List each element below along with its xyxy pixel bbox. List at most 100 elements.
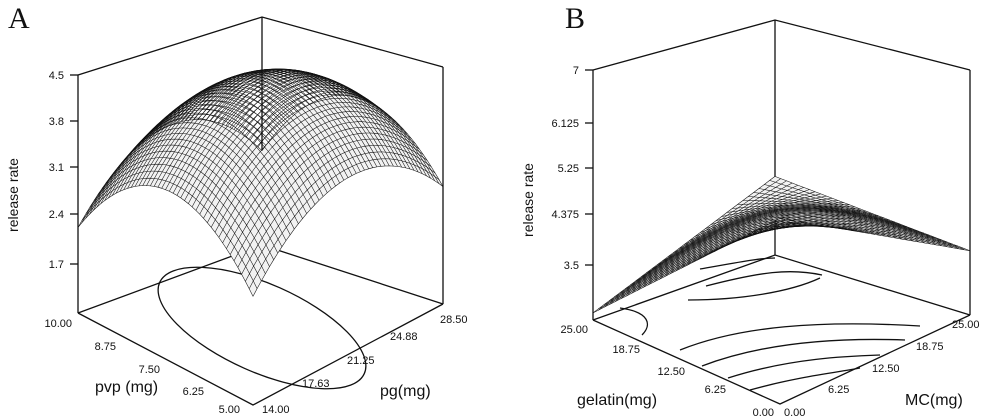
surface-mesh-line xyxy=(77,185,254,297)
surface-mesh-line xyxy=(764,184,959,250)
surface-mesh-line xyxy=(93,157,270,267)
surface-mesh-line xyxy=(748,196,943,247)
surface-mesh-line xyxy=(149,89,328,193)
panel-b-letter: B xyxy=(565,2,585,35)
surface-mesh-line xyxy=(109,133,287,241)
panel-b-contours xyxy=(619,257,921,391)
panel-b-x-tick: 0.00 xyxy=(784,407,805,419)
surface-mesh-line xyxy=(249,85,431,179)
panel-b: B 7 6.125 xyxy=(520,2,980,419)
surface-mesh-line xyxy=(705,209,898,239)
panel-a-y-tick: 24.88 xyxy=(390,331,418,343)
panel-b-z-tick: 4.375 xyxy=(551,209,579,221)
panel-b-y-axis: 25.00 18.75 12.50 6.25 0.00 gelatin(mg) xyxy=(560,324,774,419)
panel-a-x-tick: 10.00 xyxy=(44,318,72,330)
panel-a-x-axis: 10.00 8.75 7.50 6.25 5.00 pvp (mg) xyxy=(44,318,240,416)
surface-mesh-line xyxy=(716,207,909,241)
surface-mesh-line xyxy=(635,225,825,282)
surface-mesh-line xyxy=(657,221,848,265)
panel-b-z-axis: 7 6.125 5.25 4.375 3.5 release rate xyxy=(520,65,593,272)
panel-a-y-tick: 21.25 xyxy=(347,355,375,367)
surface-mesh-line xyxy=(592,218,781,314)
panel-a: A 4.5 3.8 3.1 2.4 1.7 release rate xyxy=(5,2,468,416)
surface-mesh-line xyxy=(237,77,419,173)
surface-mesh-line xyxy=(769,180,965,251)
surface-mesh-line xyxy=(177,73,357,174)
panel-a-y-tick: 28.50 xyxy=(440,314,468,326)
panel-a-z-axis: 4.5 3.8 3.1 2.4 1.7 release rate xyxy=(5,70,78,271)
surface-mesh-line xyxy=(700,210,892,238)
panel-a-surface xyxy=(77,68,444,297)
surface-mesh-line xyxy=(165,78,345,181)
surface-mesh-line xyxy=(726,206,920,243)
surface-mesh-line xyxy=(233,76,415,171)
surface-mesh-line xyxy=(646,224,836,273)
surface-mesh-line xyxy=(662,220,853,261)
panel-b-z-tick: 7 xyxy=(573,65,579,77)
surface-mesh-line xyxy=(732,204,926,244)
surface-mesh-line xyxy=(678,215,870,249)
panel-b-x-axis: 0.00 6.25 12.50 18.75 25.00 MC(mg) xyxy=(784,319,980,419)
surface-mesh-line xyxy=(101,144,279,254)
surface-mesh-line xyxy=(742,200,937,246)
panel-b-x-tick: 6.25 xyxy=(828,384,849,396)
surface-mesh-line xyxy=(683,214,876,245)
surface-mesh-line xyxy=(673,216,864,253)
panel-b-y-tick: 6.25 xyxy=(705,384,726,396)
panel-a-x-label: pvp (mg) xyxy=(95,379,158,396)
surface-mesh-line xyxy=(189,69,369,169)
panel-a-y-label: pg(mg) xyxy=(380,383,431,400)
surface-mesh-line xyxy=(113,127,291,235)
surface-mesh-line xyxy=(97,150,274,260)
surface-mesh-line xyxy=(598,218,786,310)
surface-mesh-line xyxy=(245,82,427,177)
panel-b-x-tick: 12.50 xyxy=(872,363,900,375)
panel-b-y-tick: 18.75 xyxy=(612,344,640,356)
surface-mesh-line xyxy=(261,95,444,187)
surface-mesh-line xyxy=(710,208,904,240)
panel-a-x-tick: 8.75 xyxy=(95,341,116,353)
surface-mesh-line xyxy=(89,163,266,274)
surface-mesh-line xyxy=(689,212,881,241)
panel-a-z-tick: 4.5 xyxy=(49,70,64,82)
surface-mesh-line xyxy=(221,71,402,168)
surface-mesh-line xyxy=(758,188,954,249)
surface-mesh-line xyxy=(667,218,859,257)
surface-mesh-line xyxy=(253,88,435,181)
panel-a-z-tick: 3.8 xyxy=(49,116,64,128)
panel-a-x-tick: 6.25 xyxy=(183,386,204,398)
surface-mesh-line xyxy=(229,74,411,170)
panel-b-surface xyxy=(592,176,971,314)
surface-mesh-line xyxy=(181,71,361,172)
surface-mesh-line xyxy=(630,224,820,286)
panel-a-z-tick: 3.1 xyxy=(49,162,64,174)
panel-a-z-label: release rate xyxy=(5,158,21,232)
panel-a-y-axis: 14.00 17.63 21.25 24.88 28.50 pg(mg) xyxy=(262,314,468,416)
panel-a-y-tick: 17.63 xyxy=(302,378,330,390)
panel-b-box xyxy=(592,19,971,405)
panel-b-x-label: MC(mg) xyxy=(905,392,963,409)
panel-a-x-tick: 5.00 xyxy=(219,404,240,416)
panel-b-y-tick: 12.50 xyxy=(657,366,685,378)
panel-a-y-tick: 14.00 xyxy=(262,404,290,416)
surface-mesh-line xyxy=(105,138,283,247)
surface-mesh-line xyxy=(173,74,353,176)
surface-mesh-line xyxy=(737,203,932,245)
surface-mesh-line xyxy=(753,192,948,248)
surface-mesh-line xyxy=(85,170,262,282)
panel-b-x-tick: 18.75 xyxy=(916,341,944,353)
surface-mesh-line xyxy=(169,76,349,178)
surface-mesh-line xyxy=(81,177,258,289)
surface-mesh-line xyxy=(774,176,971,251)
panel-a-x-tick: 7.50 xyxy=(139,364,160,376)
surface-mesh-line xyxy=(641,225,831,277)
surface-mesh-line xyxy=(257,91,440,184)
surface-mesh-line xyxy=(694,211,887,237)
panel-a-letter: A xyxy=(8,2,30,35)
surface-mesh-line xyxy=(225,72,407,169)
panel-b-z-tick: 6.125 xyxy=(551,118,579,130)
panel-b-y-tick: 0.00 xyxy=(753,407,774,419)
panel-b-z-tick: 3.5 xyxy=(564,260,579,272)
surface-mesh-line xyxy=(153,86,332,190)
